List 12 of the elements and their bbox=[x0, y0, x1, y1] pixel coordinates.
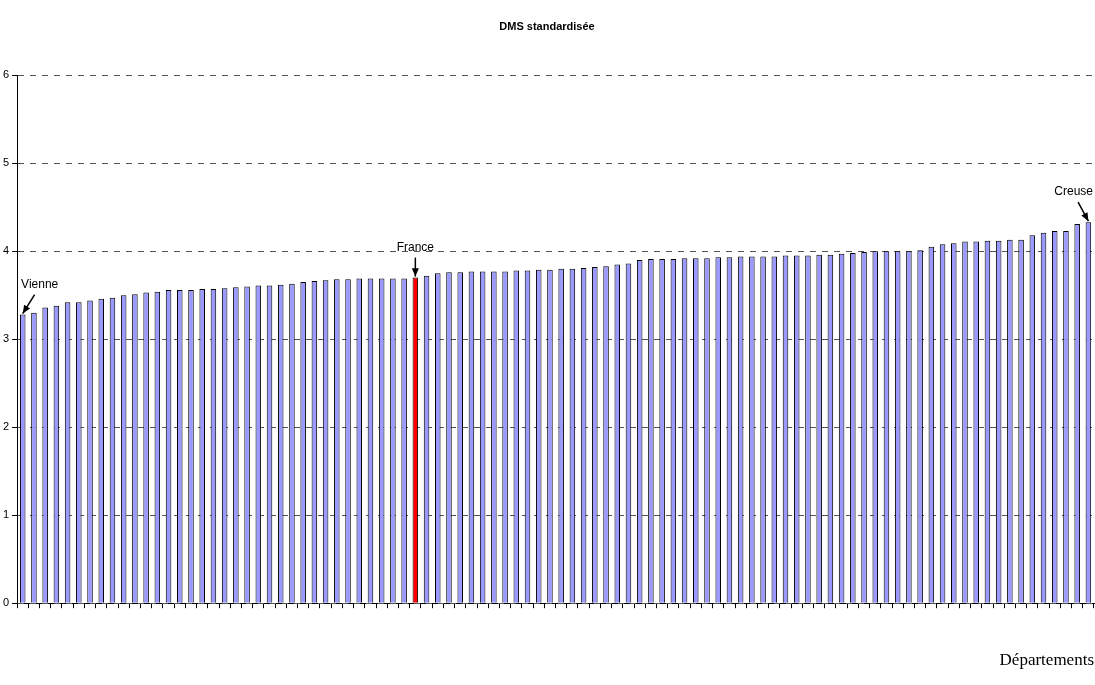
y-tick-label: 5 bbox=[2, 156, 10, 169]
y-tick-label: 4 bbox=[2, 244, 10, 257]
y-tick-label: 2 bbox=[2, 420, 10, 433]
chart-title: DMS standardisée bbox=[499, 19, 595, 32]
y-tick-label: 0 bbox=[2, 596, 10, 609]
annotation: Vienne bbox=[21, 276, 59, 291]
annotation: France bbox=[396, 239, 435, 254]
x-axis-title: Départements bbox=[999, 650, 1094, 670]
y-tick-label: 6 bbox=[2, 68, 10, 81]
annotation: Creuse bbox=[1054, 184, 1094, 199]
y-tick-label: 1 bbox=[2, 508, 10, 521]
y-tick-label: 3 bbox=[2, 332, 10, 345]
